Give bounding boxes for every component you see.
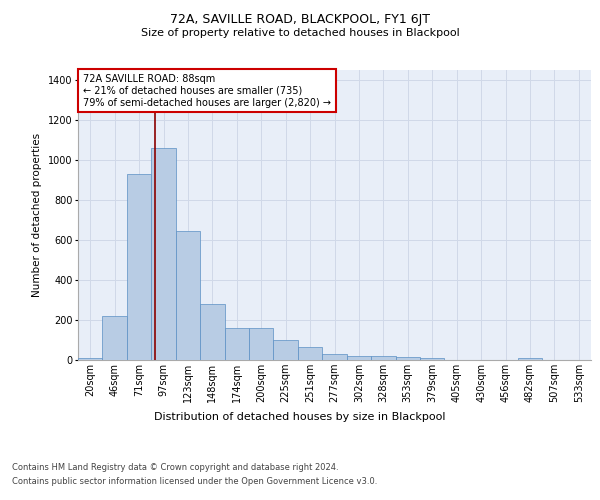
- Bar: [176, 231, 200, 360]
- Bar: [151, 148, 176, 360]
- Text: Contains public sector information licensed under the Open Government Licence v3: Contains public sector information licen…: [12, 478, 377, 486]
- Bar: [127, 174, 151, 360]
- Bar: [347, 356, 371, 360]
- Bar: [103, 316, 127, 360]
- Text: Distribution of detached houses by size in Blackpool: Distribution of detached houses by size …: [154, 412, 446, 422]
- Bar: [371, 356, 395, 360]
- Text: 72A SAVILLE ROAD: 88sqm
← 21% of detached houses are smaller (735)
79% of semi-d: 72A SAVILLE ROAD: 88sqm ← 21% of detache…: [83, 74, 331, 108]
- Text: Contains HM Land Registry data © Crown copyright and database right 2024.: Contains HM Land Registry data © Crown c…: [12, 462, 338, 471]
- Bar: [78, 358, 103, 360]
- Bar: [200, 304, 224, 360]
- Bar: [249, 328, 274, 360]
- Text: Size of property relative to detached houses in Blackpool: Size of property relative to detached ho…: [140, 28, 460, 38]
- Bar: [518, 358, 542, 360]
- Bar: [322, 354, 347, 360]
- Bar: [274, 340, 298, 360]
- Bar: [420, 358, 445, 360]
- Bar: [298, 347, 322, 360]
- Text: 72A, SAVILLE ROAD, BLACKPOOL, FY1 6JT: 72A, SAVILLE ROAD, BLACKPOOL, FY1 6JT: [170, 12, 430, 26]
- Y-axis label: Number of detached properties: Number of detached properties: [32, 133, 42, 297]
- Bar: [224, 328, 249, 360]
- Bar: [395, 357, 420, 360]
